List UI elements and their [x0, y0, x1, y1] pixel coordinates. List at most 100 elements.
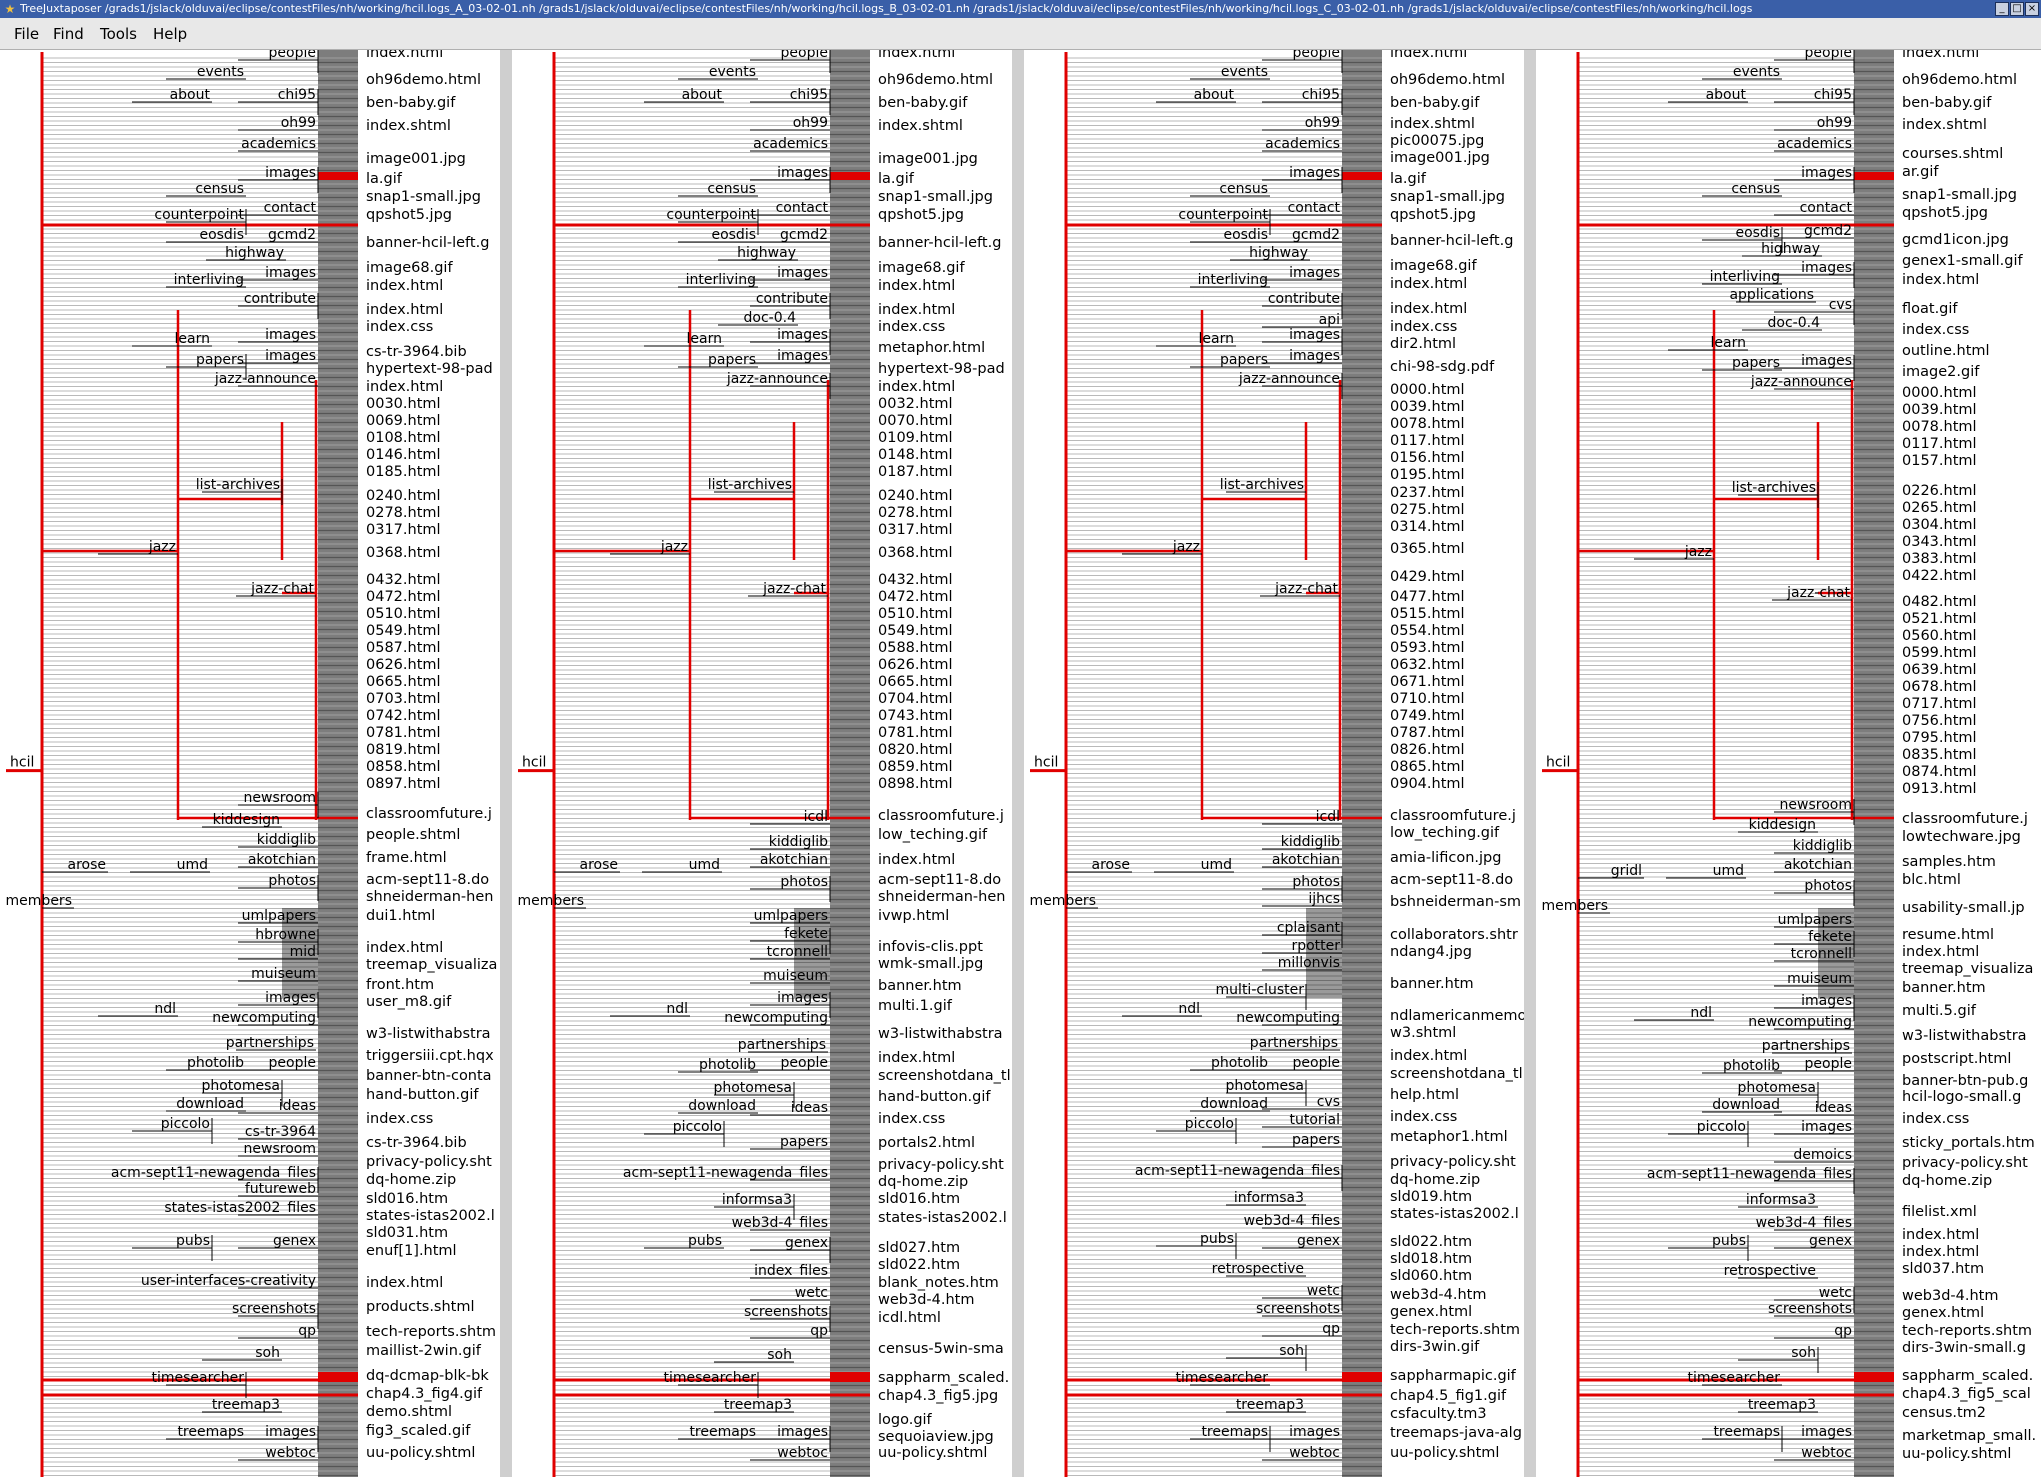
leaf-label[interactable]: gcmd1icon.jpg — [1902, 232, 2009, 248]
leaf-label[interactable]: 0477.html — [1390, 589, 1465, 605]
leaf-label[interactable]: 0671.html — [1390, 674, 1465, 690]
node-label-academics[interactable]: academics — [753, 136, 828, 152]
leaf-label[interactable]: oh96demo.html — [1902, 72, 2017, 88]
node-label-people[interactable]: people — [1293, 50, 1340, 61]
node-label-images[interactable]: images — [777, 165, 828, 181]
leaf-label[interactable]: sld022.htm — [1390, 1234, 1472, 1250]
leaf-label[interactable]: logo.gif — [878, 1412, 933, 1428]
node-label-webtoc[interactable]: webtoc — [777, 1445, 828, 1461]
node-label-interliving[interactable]: interliving — [1710, 269, 1780, 285]
node-label-images[interactable]: images — [1289, 165, 1340, 181]
leaf-label[interactable]: index.css — [878, 1111, 945, 1127]
leaf-label[interactable]: index.css — [878, 319, 945, 335]
node-label-photomesa[interactable]: photomesa — [201, 1078, 280, 1094]
node-label-retrospective[interactable]: retrospective — [1724, 1263, 1816, 1279]
node-label-images[interactable]: images — [265, 990, 316, 1006]
node-label-qp[interactable]: qp — [1834, 1323, 1852, 1339]
leaf-label[interactable]: 0795.html — [1902, 730, 1977, 746]
leaf-label[interactable]: image68.gif — [1390, 258, 1477, 274]
leaf-label[interactable]: metaphor1.html — [1390, 1129, 1508, 1145]
leaf-label[interactable]: uu-policy.shtml — [878, 1445, 987, 1461]
node-label-list-archives[interactable]: list-archives — [196, 477, 280, 493]
leaf-label[interactable]: genex.html — [1390, 1304, 1472, 1320]
leaf-label[interactable]: classroomfuture.j — [366, 806, 492, 822]
menu-find[interactable]: Find — [53, 25, 84, 43]
leaf-label[interactable]: 0904.html — [1390, 776, 1465, 792]
leaf-label[interactable]: index.html — [1390, 50, 1467, 61]
node-label-download[interactable]: download — [688, 1098, 756, 1114]
root-node-label[interactable]: hcil — [10, 755, 34, 771]
node-label-web3d-4_files[interactable]: web3d-4_files — [1244, 1213, 1340, 1229]
node-label-timesearcher[interactable]: timesearcher — [1687, 1370, 1780, 1386]
leaf-label[interactable]: portals2.html — [878, 1135, 975, 1151]
node-label-timesearcher[interactable]: timesearcher — [663, 1370, 756, 1386]
leaf-label[interactable]: 0429.html — [1390, 569, 1465, 585]
node-label-soh[interactable]: soh — [767, 1347, 792, 1363]
node-label-jazz[interactable]: jazz — [1172, 539, 1200, 555]
leaf-label[interactable]: index.html — [366, 940, 443, 956]
leaf-label[interactable]: infovis-clis.ppt — [878, 939, 983, 955]
leaf-label[interactable]: float.gif — [1902, 301, 1958, 317]
leaf-label[interactable]: screenshotdana_tl — [1390, 1066, 1523, 1082]
node-label-treemap3[interactable]: treemap3 — [212, 1397, 280, 1413]
node-label-census[interactable]: census — [707, 181, 756, 197]
node-label-images[interactable]: images — [265, 165, 316, 181]
node-label-timesearcher[interactable]: timesearcher — [151, 1370, 244, 1386]
node-label-members[interactable]: members — [6, 893, 72, 909]
leaf-label[interactable]: user_m8.gif — [366, 994, 452, 1010]
panel-separator[interactable] — [1012, 50, 1024, 1477]
leaf-label[interactable]: dq-dcmap-blk-bk — [366, 1368, 489, 1384]
leaf-label[interactable]: banner-btn-pub.g — [1902, 1073, 2028, 1089]
node-label-images[interactable]: images — [1289, 327, 1340, 343]
node-label-papers[interactable]: papers — [1220, 352, 1268, 368]
node-label-papers[interactable]: papers — [196, 352, 244, 368]
node-label-informsa3[interactable]: informsa3 — [722, 1192, 792, 1208]
node-label-images[interactable]: images — [777, 990, 828, 1006]
node-label-jazz-chat[interactable]: jazz-chat — [250, 581, 314, 597]
leaf-label[interactable]: acm-sept11-8.do — [878, 872, 1001, 888]
node-label-academics[interactable]: academics — [1777, 136, 1852, 152]
node-label-newsroom[interactable]: newsroom — [244, 1141, 316, 1157]
leaf-label[interactable]: blc.html — [1902, 872, 1961, 888]
leaf-label[interactable]: ar.gif — [1902, 164, 1939, 180]
node-label-jazz-chat[interactable]: jazz-chat — [1786, 585, 1850, 601]
leaf-label[interactable]: classroomfuture.j — [1902, 811, 2028, 827]
node-label-soh[interactable]: soh — [1791, 1345, 1816, 1361]
node-label-list-archives[interactable]: list-archives — [1220, 477, 1304, 493]
leaf-label[interactable]: index.html — [1390, 301, 1467, 317]
node-label-interliving[interactable]: interliving — [174, 272, 244, 288]
node-label-screenshots[interactable]: screenshots — [1256, 1301, 1340, 1317]
node-label-gcmd2[interactable]: gcmd2 — [1292, 227, 1340, 243]
leaf-label[interactable]: chap4.3_fig5.jpg — [878, 1388, 998, 1404]
node-label-hbrowne[interactable]: hbrowne — [255, 927, 316, 943]
leaf-label[interactable]: ndang4.jpg — [1390, 944, 1472, 960]
node-label-genex[interactable]: genex — [1297, 1233, 1340, 1249]
node-label-newcomputing[interactable]: newcomputing — [724, 1010, 828, 1026]
root-node-label[interactable]: hcil — [1034, 755, 1058, 771]
node-label-gcmd2[interactable]: gcmd2 — [268, 227, 316, 243]
node-label-newsroom[interactable]: newsroom — [244, 790, 316, 806]
leaf-label[interactable]: dirs-3win.gif — [1390, 1339, 1480, 1355]
node-label-images[interactable]: images — [265, 265, 316, 281]
leaf-label[interactable]: cs-tr-3964.bib — [366, 344, 467, 360]
node-label-web3d-4_files[interactable]: web3d-4_files — [1756, 1215, 1852, 1231]
node-label-icdl[interactable]: icdl — [804, 809, 828, 825]
node-label-download[interactable]: download — [176, 1096, 244, 1112]
root-node-label[interactable]: hcil — [522, 755, 546, 771]
leaf-label[interactable]: index.css — [1390, 319, 1457, 335]
node-label-web3d-4_files[interactable]: web3d-4_files — [732, 1215, 828, 1231]
leaf-label[interactable]: amia-lificon.jpg — [1390, 850, 1501, 866]
leaf-label[interactable]: filelist.xml — [1902, 1204, 1977, 1220]
leaf-label[interactable]: hcil-logo-small.g — [1902, 1089, 2021, 1105]
node-label-futureweb[interactable]: futureweb — [245, 1181, 316, 1197]
leaf-label[interactable]: 0078.html — [1902, 419, 1977, 435]
leaf-label[interactable]: 0743.html — [878, 708, 953, 724]
leaf-label[interactable]: index.html — [366, 302, 443, 318]
leaf-label[interactable]: 0000.html — [1902, 385, 1977, 401]
leaf-label[interactable]: 0554.html — [1390, 623, 1465, 639]
leaf-label[interactable]: chi-98-sdg.pdf — [1390, 359, 1495, 375]
leaf-label[interactable]: index.html — [1902, 1244, 1979, 1260]
tree-canvas[interactable]: hcil people events about chi95 oh99 academics i… — [0, 50, 500, 1477]
node-label-genex[interactable]: genex — [1809, 1233, 1852, 1249]
node-label-academics[interactable]: academics — [241, 136, 316, 152]
